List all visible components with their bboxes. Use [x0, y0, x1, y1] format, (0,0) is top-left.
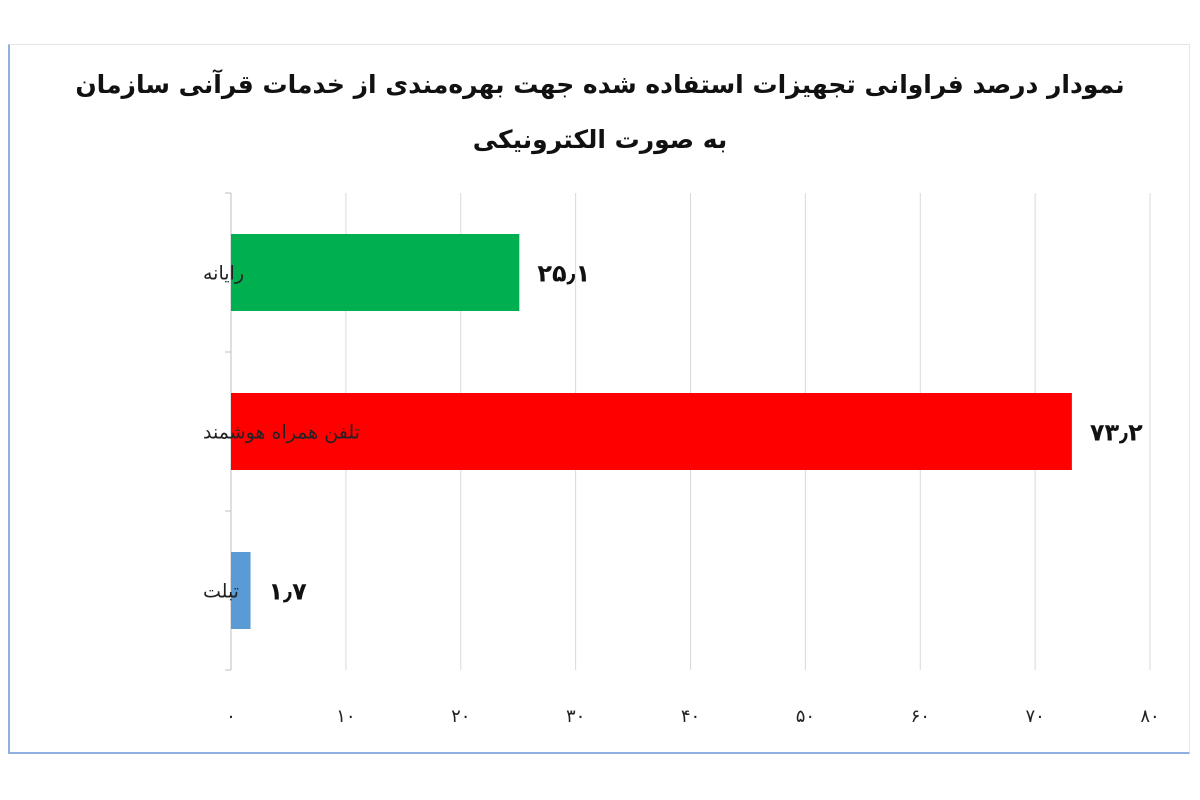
chart-frame [8, 44, 1190, 754]
x-tick-label: ۲۰ [451, 706, 470, 727]
category-label: تلفن همراه هوشمند [203, 422, 360, 444]
bar [231, 234, 520, 311]
chart-title: نمودار درصد فراوانی تجهیزات استفاده شده … [75, 70, 1125, 99]
data-label: ۷۳٫۲ [1090, 419, 1143, 447]
x-tick-label: ۶۰ [911, 706, 930, 727]
data-label: ۱٫۷ [269, 578, 308, 606]
bar [231, 393, 1072, 470]
chart-subtitle: به صورت الکترونیکی [472, 125, 728, 154]
data-label: ۲۵٫۱ [537, 260, 590, 288]
bar [231, 552, 251, 629]
x-tick-label: ۴۰ [681, 706, 700, 727]
x-tick-label: ۸۰ [1140, 706, 1159, 727]
x-tick-label: ۰ [226, 706, 236, 727]
x-tick-label: ۱۰ [336, 706, 355, 727]
x-tick-label: ۳۰ [566, 706, 585, 727]
category-label: تبلت [203, 581, 239, 603]
x-tick-label: ۵۰ [796, 706, 815, 727]
category-label: رایانه [203, 263, 244, 285]
x-tick-label: ۷۰ [1025, 706, 1044, 727]
